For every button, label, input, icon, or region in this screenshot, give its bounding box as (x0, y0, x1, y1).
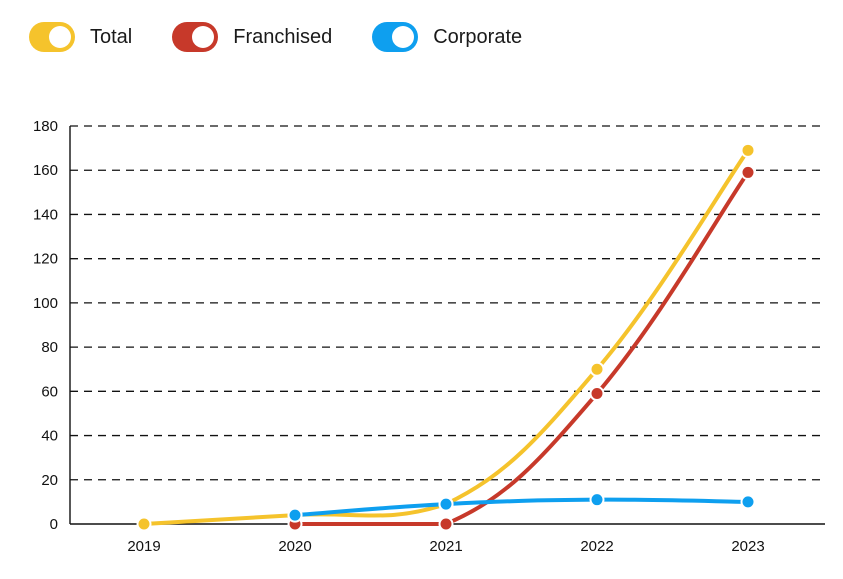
y-tick-label: 0 (50, 516, 58, 533)
data-point-franchised (589, 386, 605, 402)
y-tick-label: 140 (33, 206, 58, 223)
y-tick-label: 160 (33, 162, 58, 179)
legend-item-total[interactable]: Total (29, 22, 132, 52)
x-tick-label: 2020 (278, 538, 311, 555)
toggle-knob (49, 26, 71, 48)
data-point-corporate (287, 507, 303, 523)
series-line-corporate (293, 497, 750, 518)
y-tick-label: 20 (41, 472, 58, 489)
x-tick-label: 2021 (429, 538, 462, 555)
legend: Total Franchised Corporate (29, 22, 562, 52)
toggle-knob (192, 26, 215, 48)
y-tick-label: 80 (41, 339, 58, 356)
data-point-franchised (740, 164, 756, 180)
legend-item-corporate[interactable]: Corporate (372, 22, 522, 52)
x-tick-label: 2022 (580, 538, 613, 555)
series-line-total (142, 148, 750, 526)
toggle-switch-icon[interactable] (372, 22, 419, 52)
legend-label-corporate: Corporate (433, 25, 523, 48)
data-point-franchised (438, 516, 454, 532)
data-point-corporate (438, 496, 454, 512)
y-tick-label: 180 (33, 118, 58, 135)
legend-label-total: Total (90, 25, 133, 48)
series-line-franchised (293, 170, 750, 527)
y-tick-label: 100 (33, 295, 58, 312)
data-point-total (136, 516, 152, 532)
x-tick-label: 2019 (127, 538, 160, 555)
y-tick-label: 120 (33, 251, 58, 268)
x-tick-label: 2023 (731, 538, 764, 555)
toggle-switch-icon[interactable] (172, 22, 219, 52)
y-tick-label: 60 (41, 383, 58, 400)
data-point-corporate (740, 494, 756, 510)
toggle-switch-icon[interactable] (29, 22, 75, 52)
legend-label-franchised: Franchised (233, 25, 333, 48)
data-point-total (589, 361, 605, 377)
data-point-total (740, 142, 756, 158)
y-tick-label: 40 (41, 428, 58, 445)
legend-item-franchised[interactable]: Franchised (172, 22, 332, 52)
toggle-knob (392, 26, 415, 48)
data-point-corporate (589, 492, 605, 508)
